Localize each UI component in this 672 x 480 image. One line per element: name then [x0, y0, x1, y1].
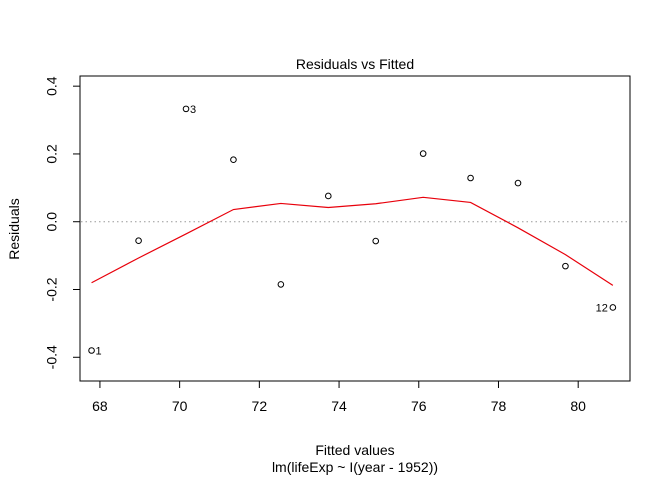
- data-point: [514, 179, 522, 187]
- data-point: [419, 150, 427, 157]
- x-tick-label: 68: [92, 398, 108, 414]
- data-point: [467, 174, 474, 182]
- data-point: [372, 237, 380, 245]
- y-tick-label: -0.2: [44, 277, 60, 301]
- data-point: [277, 281, 285, 288]
- smoothed-trend-line: [91, 196, 614, 286]
- x-tick-label: 70: [172, 398, 188, 414]
- x-tick-label: 80: [570, 398, 586, 414]
- plot-frame: [79, 75, 631, 382]
- plot-area: 1 3 12: [81, 104, 629, 358]
- data-point: [182, 105, 190, 113]
- y-axis: -0.4 -0.2 0.0 0.2 0.4: [44, 76, 81, 369]
- y-axis-title: Residuals: [6, 198, 22, 259]
- y-tick-label: 0.4: [44, 76, 60, 96]
- point-id-label: 3: [190, 104, 196, 116]
- x-tick-label: 76: [411, 398, 427, 414]
- data-point: [88, 347, 95, 354]
- data-point: [562, 262, 569, 270]
- chart-subtitle: lm(lifeExp ~ I(year - 1952)): [272, 459, 438, 475]
- chart-title: Residuals vs Fitted: [296, 56, 414, 72]
- x-tick-label: 74: [331, 398, 347, 414]
- y-tick-label: -0.4: [44, 345, 60, 369]
- data-point: [324, 192, 332, 200]
- x-tick-label: 78: [491, 398, 507, 414]
- x-axis-title: Fitted values: [315, 442, 394, 458]
- data-point: [609, 304, 617, 311]
- point-id-label: 1: [96, 346, 102, 358]
- y-tick-label: 0.0: [44, 212, 60, 232]
- point-id-label: 12: [596, 302, 608, 314]
- x-axis: 68 70 72 74 76 78 80: [92, 380, 586, 414]
- x-tick-label: 72: [252, 398, 268, 414]
- y-tick-label: 0.2: [44, 144, 60, 164]
- data-point: [135, 237, 142, 244]
- data-point: [230, 156, 237, 164]
